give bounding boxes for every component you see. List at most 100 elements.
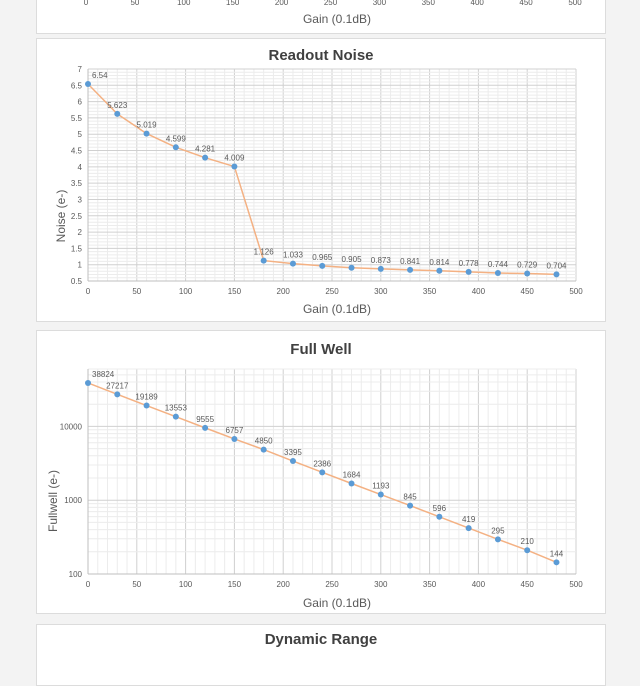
data-point [172,413,179,420]
x-axis-label: Gain (0.1dB) [303,12,371,26]
data-label: 0.905 [342,255,363,264]
y-tick-label: 3.5 [71,179,83,188]
data-label: 9555 [196,415,214,424]
data-point [260,446,267,453]
y-tick-label: 5.5 [71,114,83,123]
y-tick-label: 1.5 [71,244,83,253]
chart-panel-full-well: Full Well 0 50 100 150 200 250 300 350 400 450 500… [36,330,606,614]
data-label: 4.281 [195,145,216,154]
data-point [553,559,560,566]
x-tick-label: 150 [228,580,242,589]
chart-top: 0 50 100 150 200 250 300 350 400 450 500 Gain (0.1… [84,0,582,26]
data-point [553,271,560,278]
data-point [348,264,355,271]
y-tick-label: 10000 [60,422,83,431]
data-point [407,266,414,273]
x-tick-label: 400 [472,580,486,589]
chart-panel-dynamic-range: Dynamic Range [36,624,606,686]
data-label: 13553 [165,404,188,413]
x-tick-label: 100 [179,287,193,296]
x-tick-label: 50 [132,580,141,589]
data-label: 0.841 [400,257,421,266]
data-label: 4850 [255,437,273,446]
data-point [231,435,238,442]
y-tick-label: 2.5 [71,212,83,221]
x-tick-label: 100 [179,580,193,589]
data-label: 0.744 [488,260,509,269]
x-tick-label: 50 [132,287,141,296]
x-tick-label: 100 [177,0,191,7]
data-label: 5.623 [107,101,128,110]
data-point [260,257,267,264]
x-tick-label: 200 [277,287,291,296]
data-point [524,270,531,277]
data-point [465,525,472,532]
y-tick-label: 4.5 [71,147,83,156]
data-label: 0.965 [312,253,333,262]
x-axis-label: Gain (0.1dB) [303,596,371,610]
data-point [319,469,326,476]
x-tick-label: 250 [325,580,339,589]
y-tick-label: 5 [78,130,83,139]
y-tick-label: 1 [78,261,83,270]
data-point [85,379,91,386]
y-axis-label: Fullwell (e-) [46,470,60,532]
data-label: 0.873 [371,256,392,265]
data-point [85,81,91,88]
readout-noise-chart: 0 50 100 150 200 250 300 350 400 450 500 0.5 1 1.5 2 2.… [54,65,583,316]
y-tick-label: 100 [69,570,83,579]
data-point [407,502,414,509]
y-tick-label: 1000 [64,496,82,505]
data-point [172,144,179,151]
y-tick-label: 0.5 [71,277,83,286]
y-tick-label: 2 [78,228,83,237]
x-tick-label: 400 [471,0,485,7]
data-point [348,480,355,487]
data-label: 27217 [106,381,129,390]
y-tick-label: 3 [78,195,83,204]
x-tick-label: 500 [568,0,582,7]
x-tick-label: 350 [423,287,437,296]
y-tick-label: 7 [78,65,83,74]
x-tick-label: 250 [325,287,339,296]
data-point [202,154,209,161]
x-tick-label: 500 [569,580,583,589]
chart-title: Readout Noise [268,47,374,64]
data-point [289,260,296,267]
data-label: 38824 [92,370,115,379]
data-label: 1.033 [283,251,304,260]
x-tick-label: 450 [521,580,535,589]
x-tick-label: 200 [275,0,289,7]
data-label: 1193 [372,482,390,491]
x-tick-label: 50 [130,0,139,7]
chart-title: Full Well [290,341,352,358]
data-point [377,265,384,272]
x-tick-label: 450 [519,0,533,7]
full-well-chart: 0 50 100 150 200 250 300 350 400 450 500 100 1000 100… [46,368,583,610]
data-label: 419 [462,515,476,524]
x-tick-label: 450 [521,287,535,296]
data-point [494,536,501,543]
data-point [377,491,384,498]
data-label: 210 [521,537,535,546]
data-point [494,270,501,277]
data-label: 6.54 [92,71,108,80]
x-tick-label: 0 [86,580,91,589]
x-tick-label: 0 [86,287,91,296]
x-tick-label: 200 [277,580,291,589]
y-tick-label: 6 [78,98,83,107]
y-tick-label: 4 [78,163,83,172]
chart-panel-gain-top: 0 50 100 150 200 250 300 350 400 450 500 Gain (0.1… [36,0,606,34]
x-tick-label: 250 [324,0,338,7]
data-label: 295 [491,526,505,535]
data-label: 0.778 [459,259,480,268]
x-tick-label: 150 [226,0,240,7]
data-label: 0.704 [546,261,567,270]
data-point [465,268,472,275]
x-tick-label: 150 [228,287,242,296]
data-point [231,163,238,170]
x-tick-label: 300 [374,580,388,589]
data-label: 5.019 [137,121,158,130]
y-tick-label: 6.5 [71,81,83,90]
data-point [143,130,150,137]
